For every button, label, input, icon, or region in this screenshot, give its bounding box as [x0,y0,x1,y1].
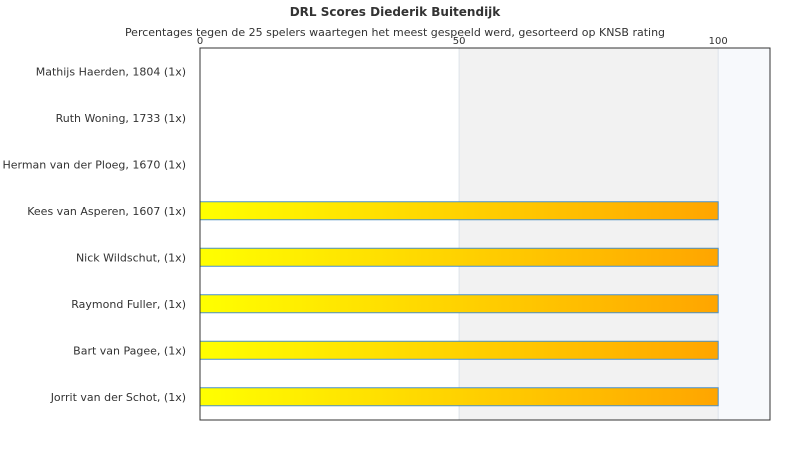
bar-6 [199,340,719,360]
chart-subtitle: Percentages tegen de 25 spelers waartege… [124,26,666,39]
plot-frame [199,47,771,421]
category-label: Ruth Woning, 1733 (1x) [56,112,186,125]
plot-band-100-110 [718,48,770,420]
x-tick-label: 100 [709,36,728,47]
category-label: Mathijs Haerden, 1804 (1x) [36,65,186,78]
plot-band-50-100 [459,48,719,420]
category-label: Kees van Asperen, 1607 (1x) [27,205,186,218]
bar-3 [199,201,719,221]
bar-5 [199,294,719,314]
x-tick-label: 0 [197,36,203,47]
category-label: Bart van Pagee, (1x) [73,344,186,357]
category-label: Nick Wildschut, (1x) [76,251,186,264]
category-label: Herman van der Ploeg, 1670 (1x) [2,158,186,171]
bar-7 [199,387,719,407]
category-label: Raymond Fuller, (1x) [71,298,186,311]
x-tick-label: 50 [453,36,466,47]
bar-4 [199,247,719,267]
chart-title: DRL Scores Diederik Buitendijk [289,5,501,19]
category-label: Jorrit van der Schot, (1x) [50,391,186,404]
